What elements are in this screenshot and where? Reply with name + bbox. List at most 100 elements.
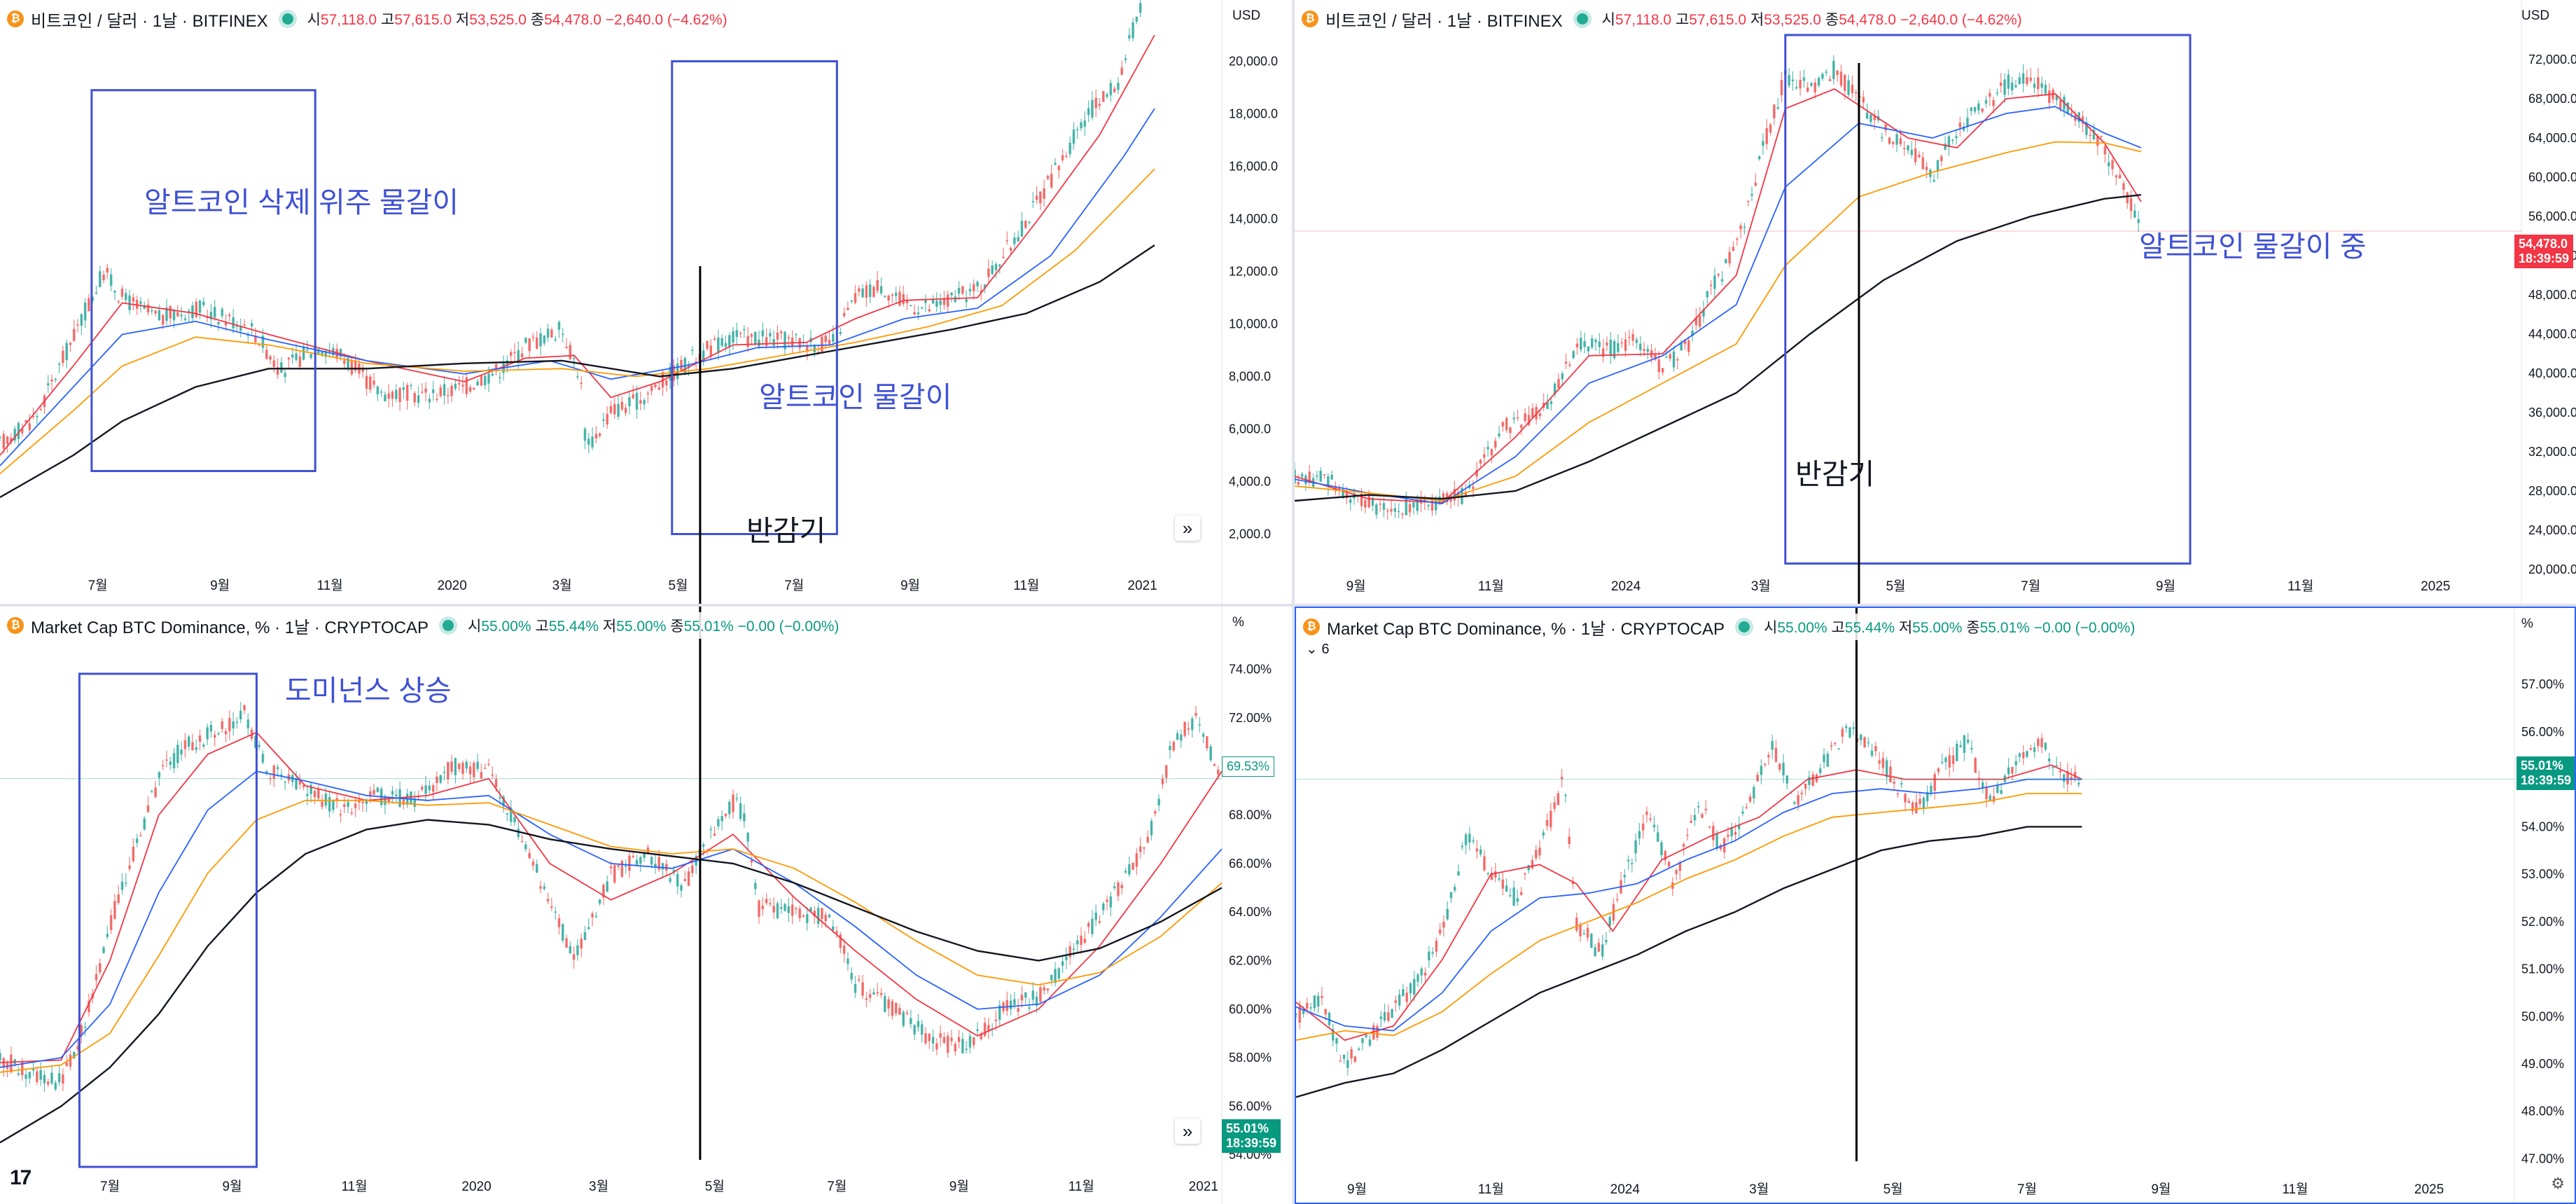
candle-body <box>1124 58 1127 60</box>
candle-body <box>1904 794 1907 803</box>
candle-body <box>250 323 253 327</box>
price-chart[interactable]: 2,000.0 4,000.0 6,000.0 8,000.0 10,000.0 12,0… <box>0 0 1292 604</box>
candle-body <box>254 335 257 342</box>
candle-body <box>1046 176 1050 179</box>
candle-body <box>821 908 823 920</box>
candle-body <box>88 1000 90 1013</box>
candle-body <box>1582 933 1586 935</box>
symbol-title[interactable]: Market Cap BTC Dominance, % · 1날 · CRYPT… <box>31 618 429 637</box>
candle-body <box>535 338 538 349</box>
chart-panel-btc-2024[interactable]: 20,000.0 24,000.0 28,000.0 32,000.0 36,000.0… <box>1295 0 2576 604</box>
candle-body <box>2073 772 2077 778</box>
scroll-to-realtime-button[interactable]: » <box>1175 515 1200 541</box>
symbol-legend[interactable]: ₿ 비트코인 / 달러 · 1날 · BITFINEX 시57,118.0 고5… <box>1302 6 2028 32</box>
price-chart[interactable]: 20,000.0 24,000.0 28,000.0 32,000.0 36,000.0… <box>1295 0 2576 604</box>
ema-line-ema-200 <box>1296 826 2082 1098</box>
candle-body <box>1756 775 1759 782</box>
candle-body <box>339 814 342 816</box>
candle-body <box>1043 987 1045 991</box>
candle-body <box>1627 859 1630 862</box>
symbol-title[interactable]: 비트코인 / 달러 · 1날 · BITFINEX <box>31 11 268 31</box>
candle-body <box>576 945 579 955</box>
candle-body <box>1154 811 1157 814</box>
candle-body <box>1057 165 1061 170</box>
currency-selector[interactable]: USD <box>2521 8 2550 23</box>
candle-body <box>2044 742 2047 750</box>
candle-body <box>902 1011 905 1026</box>
tradingview-logo[interactable]: 17 <box>10 1166 32 1189</box>
candle-body <box>506 360 509 366</box>
candle-body <box>1825 71 1827 73</box>
candle-body <box>624 408 627 413</box>
candle-body <box>339 349 342 357</box>
candle-body <box>1804 783 1807 789</box>
candle-body <box>2014 761 2017 766</box>
candle-body <box>228 314 231 317</box>
candle-body <box>787 906 791 913</box>
last-price-tag: 55.01% 18:39:59 <box>2516 756 2575 790</box>
symbol-legend[interactable]: ₿ 비트코인 / 달러 · 1날 · BITFINEX 시57,118.0 고5… <box>7 6 733 32</box>
candle-body <box>946 1035 949 1053</box>
symbol-legend[interactable]: ₿ Market Cap BTC Dominance, % · 1날 · CRY… <box>1303 614 2141 640</box>
currency-selector[interactable]: USD <box>1232 8 1261 23</box>
scroll-to-realtime-button[interactable]: » <box>1175 1119 1200 1144</box>
candle-body <box>1416 501 1419 511</box>
candle-body <box>1109 896 1113 908</box>
candle-body <box>1412 502 1415 508</box>
candle-body <box>1828 78 1832 81</box>
candle-body <box>1028 221 1031 223</box>
candle-body <box>191 305 194 319</box>
candle-body <box>1386 510 1389 512</box>
price-chart[interactable]: 54.00%56.00%58.00%60.00%62.00%64.00%66.0… <box>0 607 1292 1204</box>
candle-body <box>1683 339 1687 345</box>
candle-body <box>1719 845 1722 850</box>
candle-body <box>2 1058 6 1068</box>
ohlc-values: 시55.00% 고55.44% 저55.00% 종55.01% −0.00 (−… <box>468 618 840 635</box>
symbol-title[interactable]: 비트코인 / 달러 · 1날 · BITFINEX <box>1325 11 1563 31</box>
candle-body <box>1652 824 1656 828</box>
panel-divider-horizontal[interactable] <box>0 604 2576 607</box>
gear-icon[interactable]: ⚙ <box>2551 1175 2565 1192</box>
candle-body <box>276 367 279 375</box>
chart-panel-btc-2019[interactable]: 2,000.0 4,000.0 6,000.0 8,000.0 10,000.0 12,0… <box>0 0 1292 604</box>
panel-divider-vertical[interactable] <box>1292 0 1295 1204</box>
candle-body <box>2011 767 2014 774</box>
chart-panel-dominance-2019[interactable]: 54.00% 56.00% 58.00% 60.00% 62.00% 64.00% 66.0… <box>0 607 1292 1204</box>
candle-body <box>1382 503 1386 510</box>
indicators-toggle[interactable]: ⌄ 6 <box>1306 642 1330 657</box>
candle-body <box>402 387 405 390</box>
candle-body <box>591 913 594 918</box>
candle-body <box>828 915 831 918</box>
candle-body <box>1717 274 1720 276</box>
candle-body <box>1464 492 1468 497</box>
chart-panel-dominance-2024[interactable]: 47.00% 48.00% 49.00% 50.00% 51.00% 52.00% 53.0… <box>1295 607 2576 1204</box>
candle-body <box>1326 476 1330 487</box>
candle-body <box>95 292 98 294</box>
candle-body <box>217 733 220 735</box>
candle-body <box>1844 726 1848 728</box>
candle-body <box>1948 755 1951 768</box>
candle-body <box>1587 346 1590 352</box>
candle-body <box>876 280 879 291</box>
candle-body <box>795 908 798 910</box>
symbol-legend[interactable]: ₿ Market Cap BTC Dominance, % · 1날 · CRY… <box>7 612 845 639</box>
candle-body <box>1087 922 1090 927</box>
candle-body <box>1405 992 1408 1002</box>
candle-body <box>1091 918 1094 934</box>
candle-body <box>1157 798 1160 806</box>
candle-body <box>191 742 194 751</box>
x-tick-label: 5월 <box>668 578 688 593</box>
candle-body <box>342 804 346 808</box>
ema-line-ema-50 <box>0 108 1155 466</box>
symbol-title[interactable]: Market Cap BTC Dominance, % · 1날 · CRYPT… <box>1327 619 1725 639</box>
y-tick-label: 60,000.0 <box>2528 170 2576 184</box>
candle-body <box>821 336 823 352</box>
price-chart[interactable]: 47.00% 48.00% 49.00% 50.00% 51.00% 52.00% 53.0… <box>1296 608 2575 1203</box>
market-status-icon <box>1739 621 1750 632</box>
candle-body <box>135 300 139 309</box>
unit-selector[interactable]: % <box>1232 615 1244 630</box>
candle-body <box>2066 771 2069 784</box>
candle-body <box>1024 220 1027 228</box>
candle-body <box>650 857 653 865</box>
unit-selector[interactable]: % <box>2521 616 2533 631</box>
